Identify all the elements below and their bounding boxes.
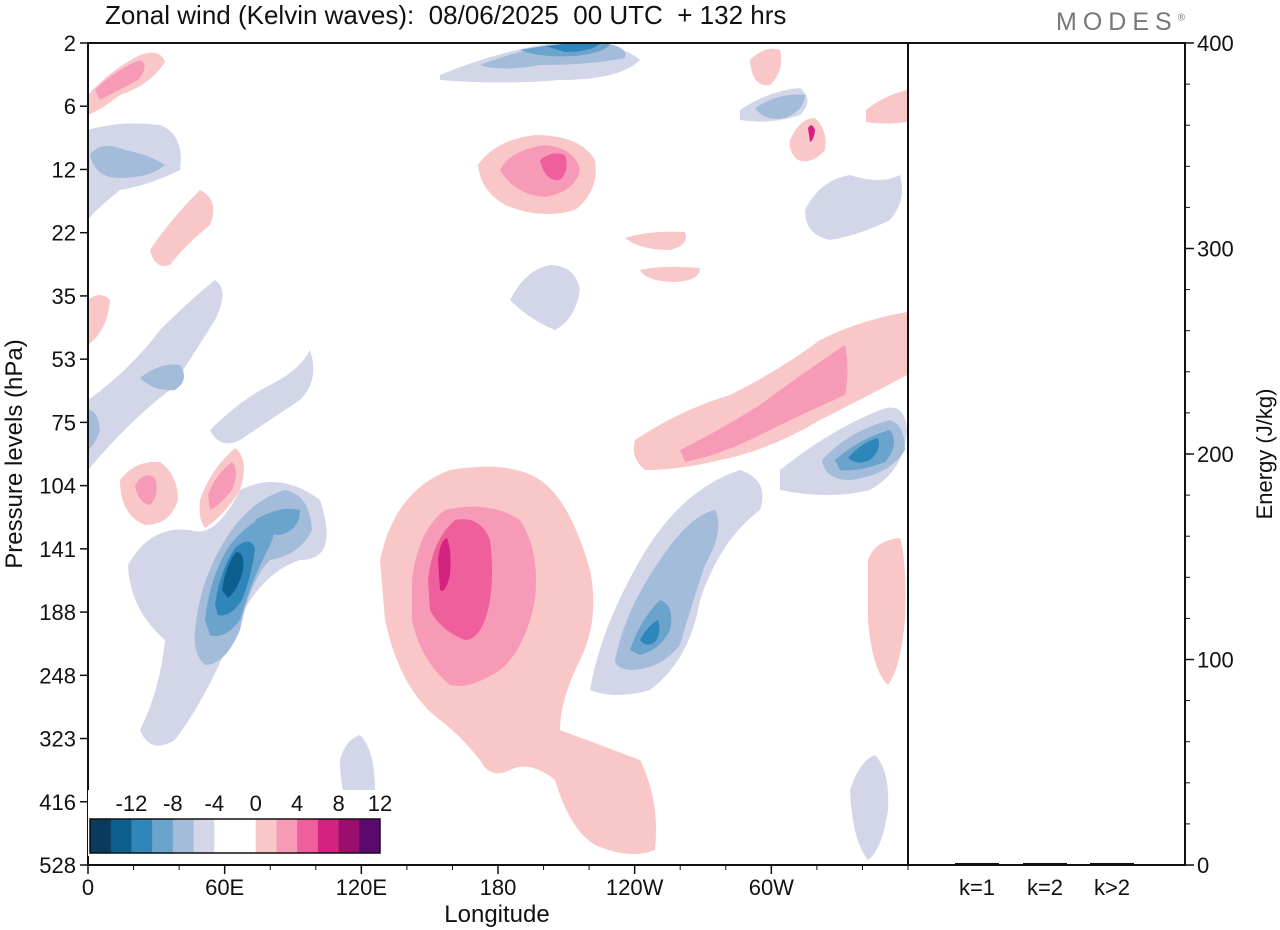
pos-contour-left-edge (88, 295, 110, 345)
colorbar-frame (89, 818, 381, 854)
neg-contour-deep-right (640, 620, 660, 645)
pos-contour-far-right (868, 538, 906, 685)
y-axis-label: Pressure levels (hPa) (1, 339, 28, 568)
colorbar-swatch (255, 819, 277, 853)
energy-category-label: k=1 (959, 875, 995, 900)
y-tick-label: 188 (39, 600, 76, 625)
pos-contour-core-top-left (95, 60, 145, 100)
neg-contour-deep-far-right (848, 438, 879, 463)
brand-mark: ® (1177, 12, 1186, 24)
pos-contour-core-right-long (680, 345, 848, 462)
pos-contour-left-diagonal (150, 190, 214, 266)
neg-contour-deepest-left (222, 552, 244, 598)
energy-bar (955, 862, 999, 865)
pos-contour-mid-small-2 (640, 266, 700, 282)
energy-bar (1023, 862, 1067, 865)
pos-contour-deep-center (438, 538, 451, 591)
pos-contour-top-far-right (866, 90, 907, 124)
colorbar-swatch (276, 819, 298, 853)
x-axis-label: Longitude (444, 901, 549, 928)
y-tick-label: 528 (39, 853, 76, 878)
colorbar-label: 8 (332, 791, 344, 816)
y-tick-label: 323 (39, 727, 76, 752)
neg-contour-center (510, 265, 580, 330)
x-tick-label: 60W (749, 875, 794, 900)
colorbar-swatch (235, 819, 257, 853)
energy-category-label: k=2 (1027, 875, 1063, 900)
colorbar-swatch (152, 819, 174, 853)
energy-tick-label: 0 (1197, 853, 1209, 878)
colorbar: -12 -8 -4 0 4 8 12 (88, 790, 392, 856)
colorbar-label: -4 (205, 791, 225, 816)
colorbar-swatch (338, 819, 360, 853)
energy-tick-label: 100 (1197, 648, 1234, 673)
pos-contour-strong-top (540, 153, 567, 181)
energy-tick-label: 300 (1197, 237, 1234, 262)
colorbar-swatch (359, 819, 381, 853)
neg-contour-deep-top (545, 43, 600, 52)
energy-tick-label: 200 (1197, 442, 1234, 467)
y-tick-label: 6 (64, 94, 76, 119)
pos-contour-core-left-mid (208, 462, 236, 510)
colorbar-label: 12 (368, 791, 392, 816)
chart-title: Zonal wind (Kelvin waves): 08/06/2025 00… (105, 0, 787, 30)
heatmap-field (88, 42, 907, 860)
neg-contour-bottom-right (850, 755, 889, 860)
pos-contour-mid-small-1 (625, 231, 686, 250)
y-tick-label: 22 (52, 221, 76, 246)
colorbar-label: -12 (116, 791, 148, 816)
y-tick-label: 53 (52, 347, 76, 372)
colorbar-swatch (317, 819, 340, 853)
colorbar-swatch (193, 819, 215, 853)
neg-contour-core-left-edge (88, 410, 100, 450)
neg-contour-right-upper (805, 175, 903, 240)
y-tick-label: 12 (52, 157, 76, 182)
y-tick-label: 75 (52, 410, 76, 435)
neg-contour-core-upper-right (755, 94, 805, 119)
brand-text: MODES (1056, 8, 1178, 36)
x-tick-label: 0 (82, 875, 94, 900)
neg-contour-core-top-left (90, 146, 165, 178)
colorbar-swatch (110, 819, 132, 853)
pos-contour-core-left-small (135, 475, 157, 505)
x-tick-label: 180 (480, 875, 517, 900)
y-tick-label: 416 (39, 790, 76, 815)
pos-contour-deep-right (808, 125, 815, 142)
energy-tick-label: 400 (1197, 31, 1234, 56)
colorbar-swatch (214, 819, 236, 853)
colorbar-label: 4 (291, 791, 303, 816)
energy-category-label: k>2 (1094, 875, 1130, 900)
energy-bars: k=1 k=2 k>2 (955, 862, 1134, 900)
pos-contour-top-right-small (750, 48, 782, 86)
neg-contour-mid (210, 350, 314, 444)
energy-y-ticks: 0 100 200 300 400 (1185, 31, 1234, 878)
pos-contour-right-small (789, 118, 826, 162)
brand-logo: MODES® (1056, 8, 1185, 37)
y-tick-label: 248 (39, 663, 76, 688)
y-tick-label: 2 (64, 31, 76, 56)
y-tick-label: 104 (39, 474, 76, 499)
y-tick-label: 141 (39, 537, 76, 562)
energy-bar (1090, 862, 1134, 865)
heatmap-y-ticks: 2 6 12 22 35 53 75 104 141 188 248 323 416 528 (39, 31, 88, 878)
colorbar-swatch (131, 819, 153, 853)
energy-axis-label: Energy (J/kg) (1252, 389, 1277, 520)
colorbar-swatch (172, 819, 195, 853)
colorbar-label: -8 (163, 791, 183, 816)
colorbar-swatch (297, 819, 319, 853)
colorbar-swatch (90, 819, 112, 853)
heatmap-x-ticks: 0 60E 120E 180 120W 60W (82, 865, 909, 900)
neg-contour-core-mid-left (140, 364, 184, 391)
energy-frame (907, 42, 1186, 866)
colorbar-label: 0 (250, 791, 262, 816)
x-tick-label: 120W (606, 875, 664, 900)
x-tick-label: 120E (336, 875, 387, 900)
x-tick-label: 60E (205, 875, 244, 900)
neg-contour-strong-left-2 (255, 508, 300, 535)
y-tick-label: 35 (52, 284, 76, 309)
